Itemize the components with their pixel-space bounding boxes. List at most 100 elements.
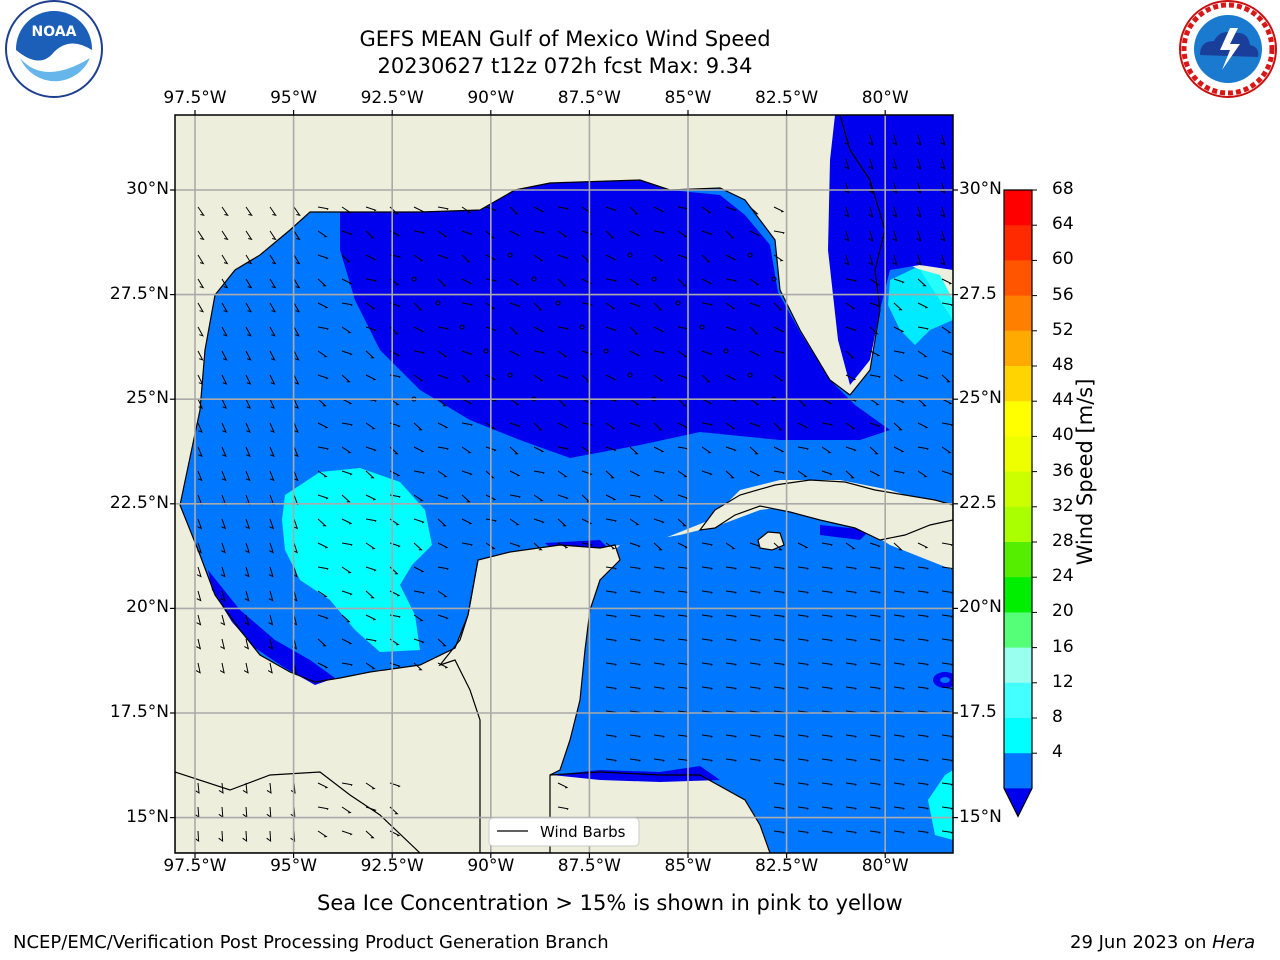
wind-barb (701, 230, 713, 236)
wind-barb (509, 470, 521, 477)
wind-barb (533, 374, 544, 382)
colorbar-tick-label: 12 (1052, 671, 1074, 692)
wind-barb (341, 230, 353, 236)
wind-barb (605, 470, 615, 479)
wind-barb (365, 830, 375, 839)
wind-barb (557, 518, 567, 527)
wind-barb (653, 638, 665, 642)
wind-barb (244, 638, 250, 650)
wind-barb (293, 542, 298, 554)
wind-barb (797, 806, 809, 810)
wind-barb (533, 494, 544, 502)
wind-barb (940, 254, 946, 266)
wind-barb (269, 542, 274, 554)
wind-barb (605, 590, 617, 594)
wind-barb (244, 566, 250, 578)
colorbar-segment (1004, 682, 1032, 719)
wind-barb (941, 350, 953, 356)
wind-barb (437, 662, 449, 669)
wind-barb (797, 422, 809, 429)
wind-barb (701, 686, 713, 690)
wind-barb (821, 446, 832, 454)
wind-barb (365, 302, 376, 310)
colorbar-segment (1004, 577, 1032, 613)
wind-barb (533, 206, 545, 213)
wind-barb (701, 446, 712, 454)
colorbar-tick-label: 36 (1052, 460, 1074, 481)
moderate-wind-region-atlantic (888, 268, 953, 345)
wind-barb (365, 782, 376, 790)
lon-label-top: 85°W (664, 88, 712, 108)
wind-barb (341, 326, 352, 334)
wind-barb (413, 422, 423, 431)
wind-barb (917, 734, 929, 738)
wind-barb (868, 206, 874, 218)
wind-barb (629, 230, 641, 237)
wind-barb (557, 494, 569, 500)
wind-barb (629, 590, 641, 594)
wind-barb (293, 518, 299, 530)
calm-wind-marker (675, 300, 681, 306)
wind-barb (941, 302, 953, 306)
wind-barb (197, 518, 203, 530)
wind-barb (917, 278, 927, 287)
wind-barb (917, 302, 929, 309)
wind-barb (269, 374, 276, 385)
wind-barb (365, 494, 377, 501)
wind-barb (629, 278, 640, 286)
wind-barb (245, 350, 252, 361)
wind-barb (797, 662, 809, 666)
wind-barb (485, 230, 495, 239)
wind-barb (437, 566, 449, 570)
wind-barb (629, 758, 641, 762)
wind-barb (797, 830, 809, 834)
wind-barb (845, 422, 856, 430)
wind-barb (293, 398, 300, 409)
wind-barb (892, 134, 898, 146)
wind-barb (941, 566, 953, 570)
wind-barb (221, 518, 227, 530)
wind-barb (437, 494, 449, 500)
wind-barb (941, 326, 952, 334)
wind-barb (437, 206, 449, 210)
wind-barb (245, 470, 251, 482)
wind-barb (317, 446, 329, 450)
wind-barb (557, 350, 568, 358)
wind-barb (220, 590, 226, 602)
gulf-coastline (179, 115, 886, 506)
lat-label-left: 17.5°N (109, 702, 169, 722)
wind-barb (941, 734, 953, 738)
wind-barb (869, 350, 881, 357)
wind-barb (245, 398, 252, 409)
wind-barb (533, 326, 545, 333)
wind-barb (317, 566, 329, 570)
colorbar-tick-label: 8 (1052, 707, 1063, 727)
wind-barb (221, 206, 229, 216)
wind-barb (916, 158, 922, 170)
wind-barb (269, 254, 277, 265)
wind-barb (509, 326, 519, 335)
wind-barb (893, 758, 905, 762)
wind-barb (749, 734, 761, 738)
wind-barb (605, 254, 617, 261)
wind-barb (821, 686, 833, 690)
wind-barb (773, 470, 785, 474)
low-wind-region-atlantic (828, 115, 953, 385)
wind-barb (749, 398, 760, 406)
wind-barb (365, 206, 377, 212)
mexico-coastline (179, 504, 479, 683)
wind-barb (245, 254, 253, 265)
wind-barb (365, 278, 377, 282)
wind-barb (701, 470, 713, 476)
wind-barb (917, 446, 929, 450)
calm-wind-marker (627, 252, 633, 258)
wind-barb (293, 422, 299, 433)
wind-barb (845, 662, 857, 666)
wind-barb (797, 782, 809, 786)
wind-barb (749, 206, 759, 215)
wind-barb (461, 278, 473, 285)
wind-barb (629, 398, 640, 406)
graticule (175, 115, 953, 853)
wind-barb (749, 230, 761, 237)
wind-barb (557, 206, 569, 210)
